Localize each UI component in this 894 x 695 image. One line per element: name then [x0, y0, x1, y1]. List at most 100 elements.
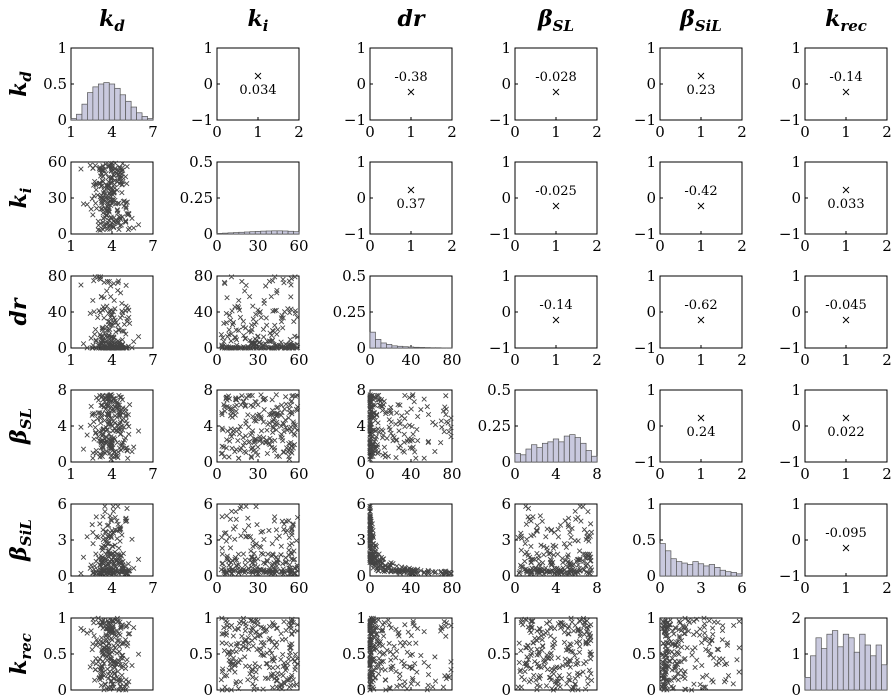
scatter-point-4-3-84	[564, 554, 571, 560]
scatter-point-2-0-194	[108, 342, 114, 349]
scatter-point-4-0-193	[118, 552, 124, 558]
x-tick-label-2-1-0: 0	[212, 351, 222, 369]
scatter-point-4-1-211	[292, 570, 299, 576]
corr-marker-2-5	[842, 316, 850, 324]
scatter-point-4-1-110	[269, 568, 275, 575]
scatter-point-1-0-126	[101, 188, 107, 194]
scatter-point-3-2-218	[440, 408, 447, 414]
scatter-point-1-0-184	[104, 208, 110, 214]
scatter-point-2-1-214	[245, 345, 251, 351]
scatter-point-1-0-131	[97, 227, 103, 233]
scatter-point-2-1-86	[288, 306, 294, 312]
scatter-point-4-0-159	[100, 545, 106, 551]
y-tick-label-2-2-0: 0	[356, 339, 366, 357]
scatter-point-1-0-208	[110, 192, 116, 198]
scatter-point-5-0-151	[91, 633, 97, 639]
scatter-point-1-0-116	[113, 201, 119, 207]
scatter-point-3-0-201	[115, 402, 121, 408]
hist-bar-dr-1	[375, 339, 382, 349]
x-tick-label-2-1-2: 60	[289, 351, 308, 369]
scatter-point-2-1-157	[221, 338, 227, 345]
scatter-point-3-2-166	[388, 430, 394, 437]
x-tick-label-2-0-0: 1	[66, 351, 76, 369]
scatter-point-2-1-24	[228, 338, 234, 344]
scatter-point-3-1-114	[290, 419, 296, 425]
y-tick-label-3-4-1: 0	[646, 417, 656, 435]
scatter-point-1-0-166	[92, 200, 99, 206]
scatter-point-1-0-214	[123, 204, 129, 210]
scatter-point-1-0-189	[118, 216, 124, 223]
x-tick-label-4-2-0: 0	[365, 579, 375, 597]
x-tick-label-4-5-0: 0	[800, 579, 810, 597]
scatter-point-3-2-48	[421, 455, 427, 461]
scatter-point-4-0-123	[99, 544, 105, 551]
scatter-point-4-1-90	[260, 528, 266, 535]
scatter-point-1-0-144	[124, 199, 130, 205]
scatter-point-3-1-100	[224, 437, 230, 443]
scatter-point-3-0-218	[111, 408, 117, 414]
scatter-point-2-0-218	[111, 280, 117, 287]
hist-bar-bSiL-10	[714, 567, 721, 577]
scatter-point-4-0-165	[104, 541, 110, 547]
x-tick-label-1-4-1: 1	[696, 237, 706, 255]
scatter-point-3-0-72	[119, 423, 125, 430]
hist-bar-bSL-5	[541, 442, 549, 463]
scatter-point-2-0-12	[91, 278, 97, 284]
x-tick-label-2-4-2: 2	[737, 351, 747, 369]
scatter-point-4-2-175	[397, 568, 403, 574]
scatter-point-4-1-93	[219, 561, 225, 567]
y-tick-label-2-3-1: 0	[501, 303, 511, 321]
scatter-point-1-0-195	[107, 190, 113, 197]
scatter-point-4-0-214	[123, 515, 129, 521]
scatter-point-4-3-212	[536, 569, 542, 576]
scatter-point-2-0-98	[135, 334, 142, 340]
x-tick-label-5-0-0: 1	[66, 693, 76, 695]
scatter-point-4-0-186	[102, 538, 109, 544]
scatter-point-3-2-130	[410, 431, 416, 437]
scatter-point-1-0-152	[110, 197, 116, 203]
panel-4-3: 0 4 8 0 3 6	[501, 495, 601, 597]
hist-bar-bSiL-12	[725, 571, 732, 577]
scatter-point-3-1-125	[261, 435, 267, 441]
y-tick-label-4-4-2: 1	[646, 495, 656, 513]
y-tick-label-4-5-2: 1	[791, 495, 801, 513]
scatter-point-3-1-34	[237, 423, 244, 430]
scatter-point-3-1-33	[255, 452, 261, 458]
scatter-point-2-1-200	[242, 336, 248, 342]
scatter-point-2-0-137	[97, 276, 104, 283]
scatter-point-3-2-185	[425, 438, 432, 445]
panel-4-1: 0 30 60 0 3 6	[203, 495, 308, 597]
scatter-point-1-0-63	[123, 205, 129, 212]
scatter-point-2-0-53	[88, 335, 94, 341]
y-tick-label-0-0-2: 1	[57, 39, 67, 57]
y-tick-label-2-4-2: 1	[646, 267, 656, 285]
x-tick-label-0-1-1: 1	[253, 123, 263, 141]
scatter-point-4-1-199	[240, 551, 247, 557]
row-label-bSiL: βSiL	[6, 519, 35, 562]
scatter-point-4-1-219	[265, 551, 271, 557]
scatter-point-5-0-109	[129, 662, 135, 669]
scatter-point-4-1-102	[254, 522, 260, 528]
scatter-point-2-0-116	[113, 329, 119, 335]
scatter-point-3-1-157	[221, 444, 227, 450]
x-tick-label-4-1-2: 60	[289, 579, 308, 597]
scatter-point-5-0-18	[87, 664, 93, 670]
scatter-point-2-1-110	[269, 332, 275, 338]
scatter-point-4-2-177	[368, 538, 375, 544]
x-tick-label-0-1-0: 0	[212, 123, 222, 141]
scatter-point-4-1-101	[283, 555, 289, 561]
scatter-point-1-0-158	[99, 200, 105, 206]
hist-bar-kd-4	[92, 86, 99, 121]
scatter-point-3-1-206	[255, 444, 261, 450]
scatter-point-3-2-44	[415, 413, 421, 420]
scatter-point-2-1-152	[253, 345, 259, 351]
scatter-point-3-1-217	[246, 439, 252, 446]
scatter-point-2-0-120	[93, 337, 99, 343]
hist-bar-bSL-2	[525, 448, 532, 463]
scatter-point-4-1-210	[233, 562, 239, 569]
scatter-point-2-0-151	[91, 309, 97, 315]
scatter-point-4-1-218	[222, 571, 228, 577]
scatter-point-2-1-213	[229, 321, 236, 328]
x-tick-label-0-5-1: 1	[841, 123, 851, 141]
